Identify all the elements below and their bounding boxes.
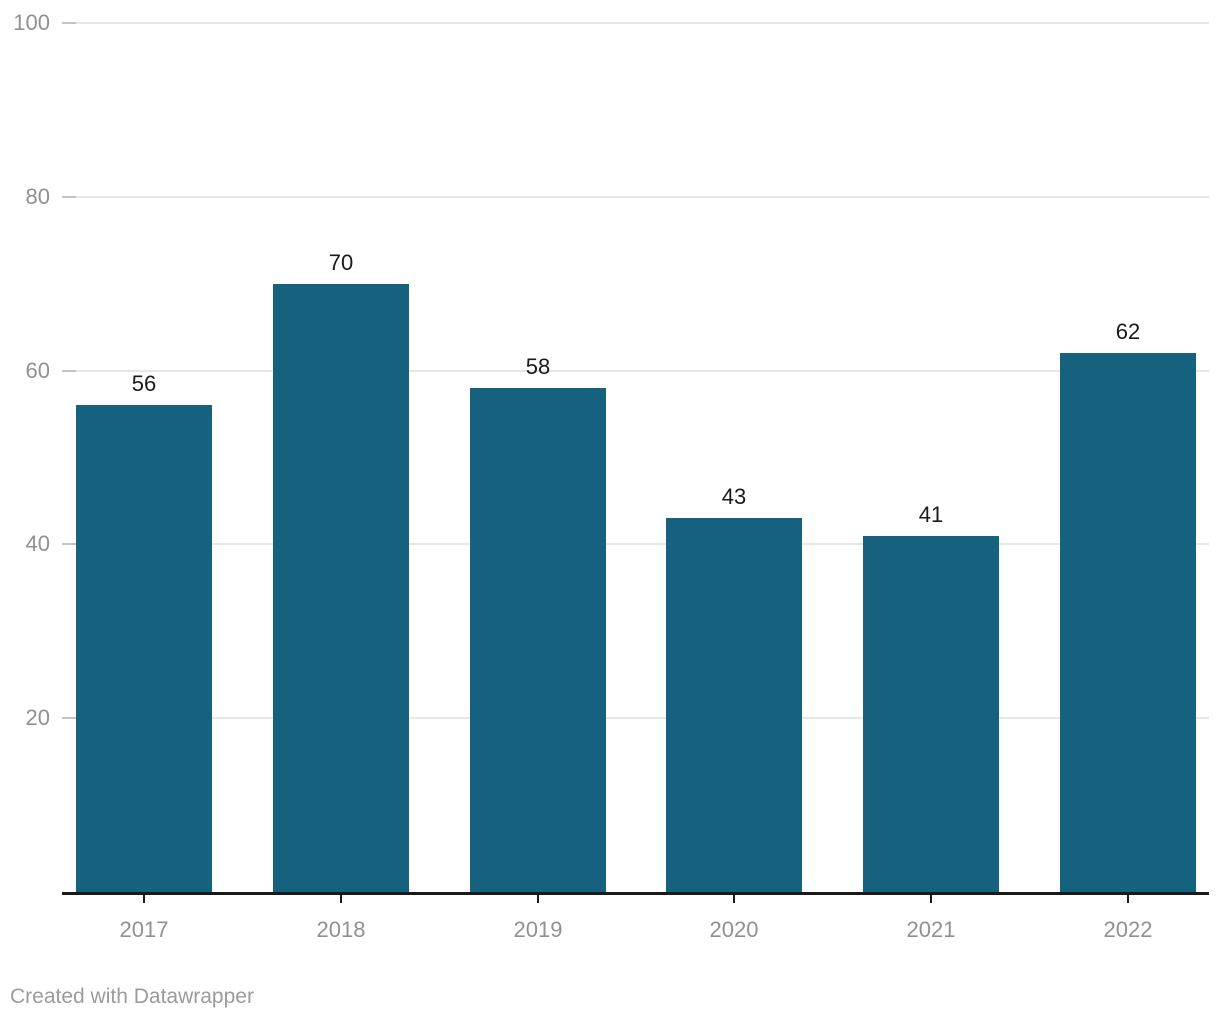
y-axis-label-40: 40 (25, 531, 50, 556)
bar-2022[interactable] (1060, 353, 1196, 892)
y-axis-tick-40 (62, 543, 76, 545)
bar-value-label-2017: 56 (131, 371, 157, 396)
x-axis-label-2020: 2020 (709, 917, 759, 942)
y-axis-tick-80 (62, 196, 76, 198)
gridline-20 (62, 717, 1209, 719)
x-axis-tick-2022 (1127, 895, 1129, 903)
bar-value-label-2018: 70 (328, 250, 354, 275)
x-axis-label-2019: 2019 (513, 917, 563, 942)
x-axis-label-2021: 2021 (906, 917, 956, 942)
y-axis-tick-60 (62, 370, 76, 372)
y-axis-label-60: 60 (25, 358, 50, 383)
bar-value-label-2022: 62 (1115, 319, 1141, 344)
datawrapper-credit: Created with Datawrapper (10, 985, 254, 1008)
x-axis-tick-2020 (733, 895, 735, 903)
x-axis-tick-2017 (143, 895, 145, 903)
y-axis-tick-100 (62, 22, 76, 24)
y-axis-tick-20 (62, 717, 76, 719)
bar-value-label-2019: 58 (525, 354, 551, 379)
y-axis-label-80: 80 (25, 184, 50, 209)
x-axis-baseline (62, 892, 1209, 895)
x-axis-label-2022: 2022 (1103, 917, 1153, 942)
bar-2019[interactable] (470, 388, 606, 892)
bar-2018[interactable] (273, 284, 409, 892)
x-axis-tick-2019 (537, 895, 539, 903)
gridline-100 (62, 22, 1209, 24)
gridline-60 (62, 370, 1209, 372)
x-axis-label-2017: 2017 (119, 917, 169, 942)
bar-2020[interactable] (666, 518, 802, 892)
y-axis-label-20: 20 (25, 705, 50, 730)
x-axis-tick-2021 (930, 895, 932, 903)
bar-2021[interactable] (863, 536, 999, 892)
bar-2017[interactable] (76, 405, 212, 892)
gridline-40 (62, 543, 1209, 545)
gridline-80 (62, 196, 1209, 198)
y-axis-label-100: 100 (13, 10, 50, 35)
bar-value-label-2021: 41 (918, 502, 944, 527)
x-axis-label-2018: 2018 (316, 917, 366, 942)
bar-value-label-2020: 43 (721, 484, 747, 509)
x-axis-tick-2018 (340, 895, 342, 903)
